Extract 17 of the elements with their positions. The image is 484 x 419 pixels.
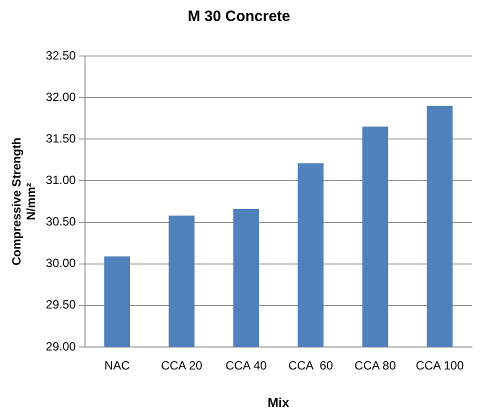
y-tick-label: 29.50 <box>46 298 76 312</box>
chart-title: M 30 Concrete <box>188 8 290 26</box>
y-tick-label: 31.50 <box>46 131 76 146</box>
x-tick-label: NAC <box>104 358 130 373</box>
y-tick-label: 30.50 <box>46 214 76 229</box>
x-tick-label: CCA 100 <box>416 358 464 373</box>
y-tick-label: 32.00 <box>46 90 76 104</box>
x-axis-title: Mix <box>268 394 290 410</box>
y-tick-label: 29.00 <box>46 339 76 354</box>
x-tick-label: CCA 80 <box>354 358 396 373</box>
x-tick-label: CCA 40 <box>225 358 268 373</box>
y-tick-label: 32.50 <box>46 48 76 62</box>
y-axis-title: Compressive Strength N/mm² <box>10 137 38 266</box>
y-tick-label: 31.00 <box>46 173 76 188</box>
y-tick-label: 30.00 <box>46 256 76 270</box>
x-tick-label: CCA 20 <box>160 358 203 373</box>
x-tick-label: CCA 60 <box>288 358 334 373</box>
